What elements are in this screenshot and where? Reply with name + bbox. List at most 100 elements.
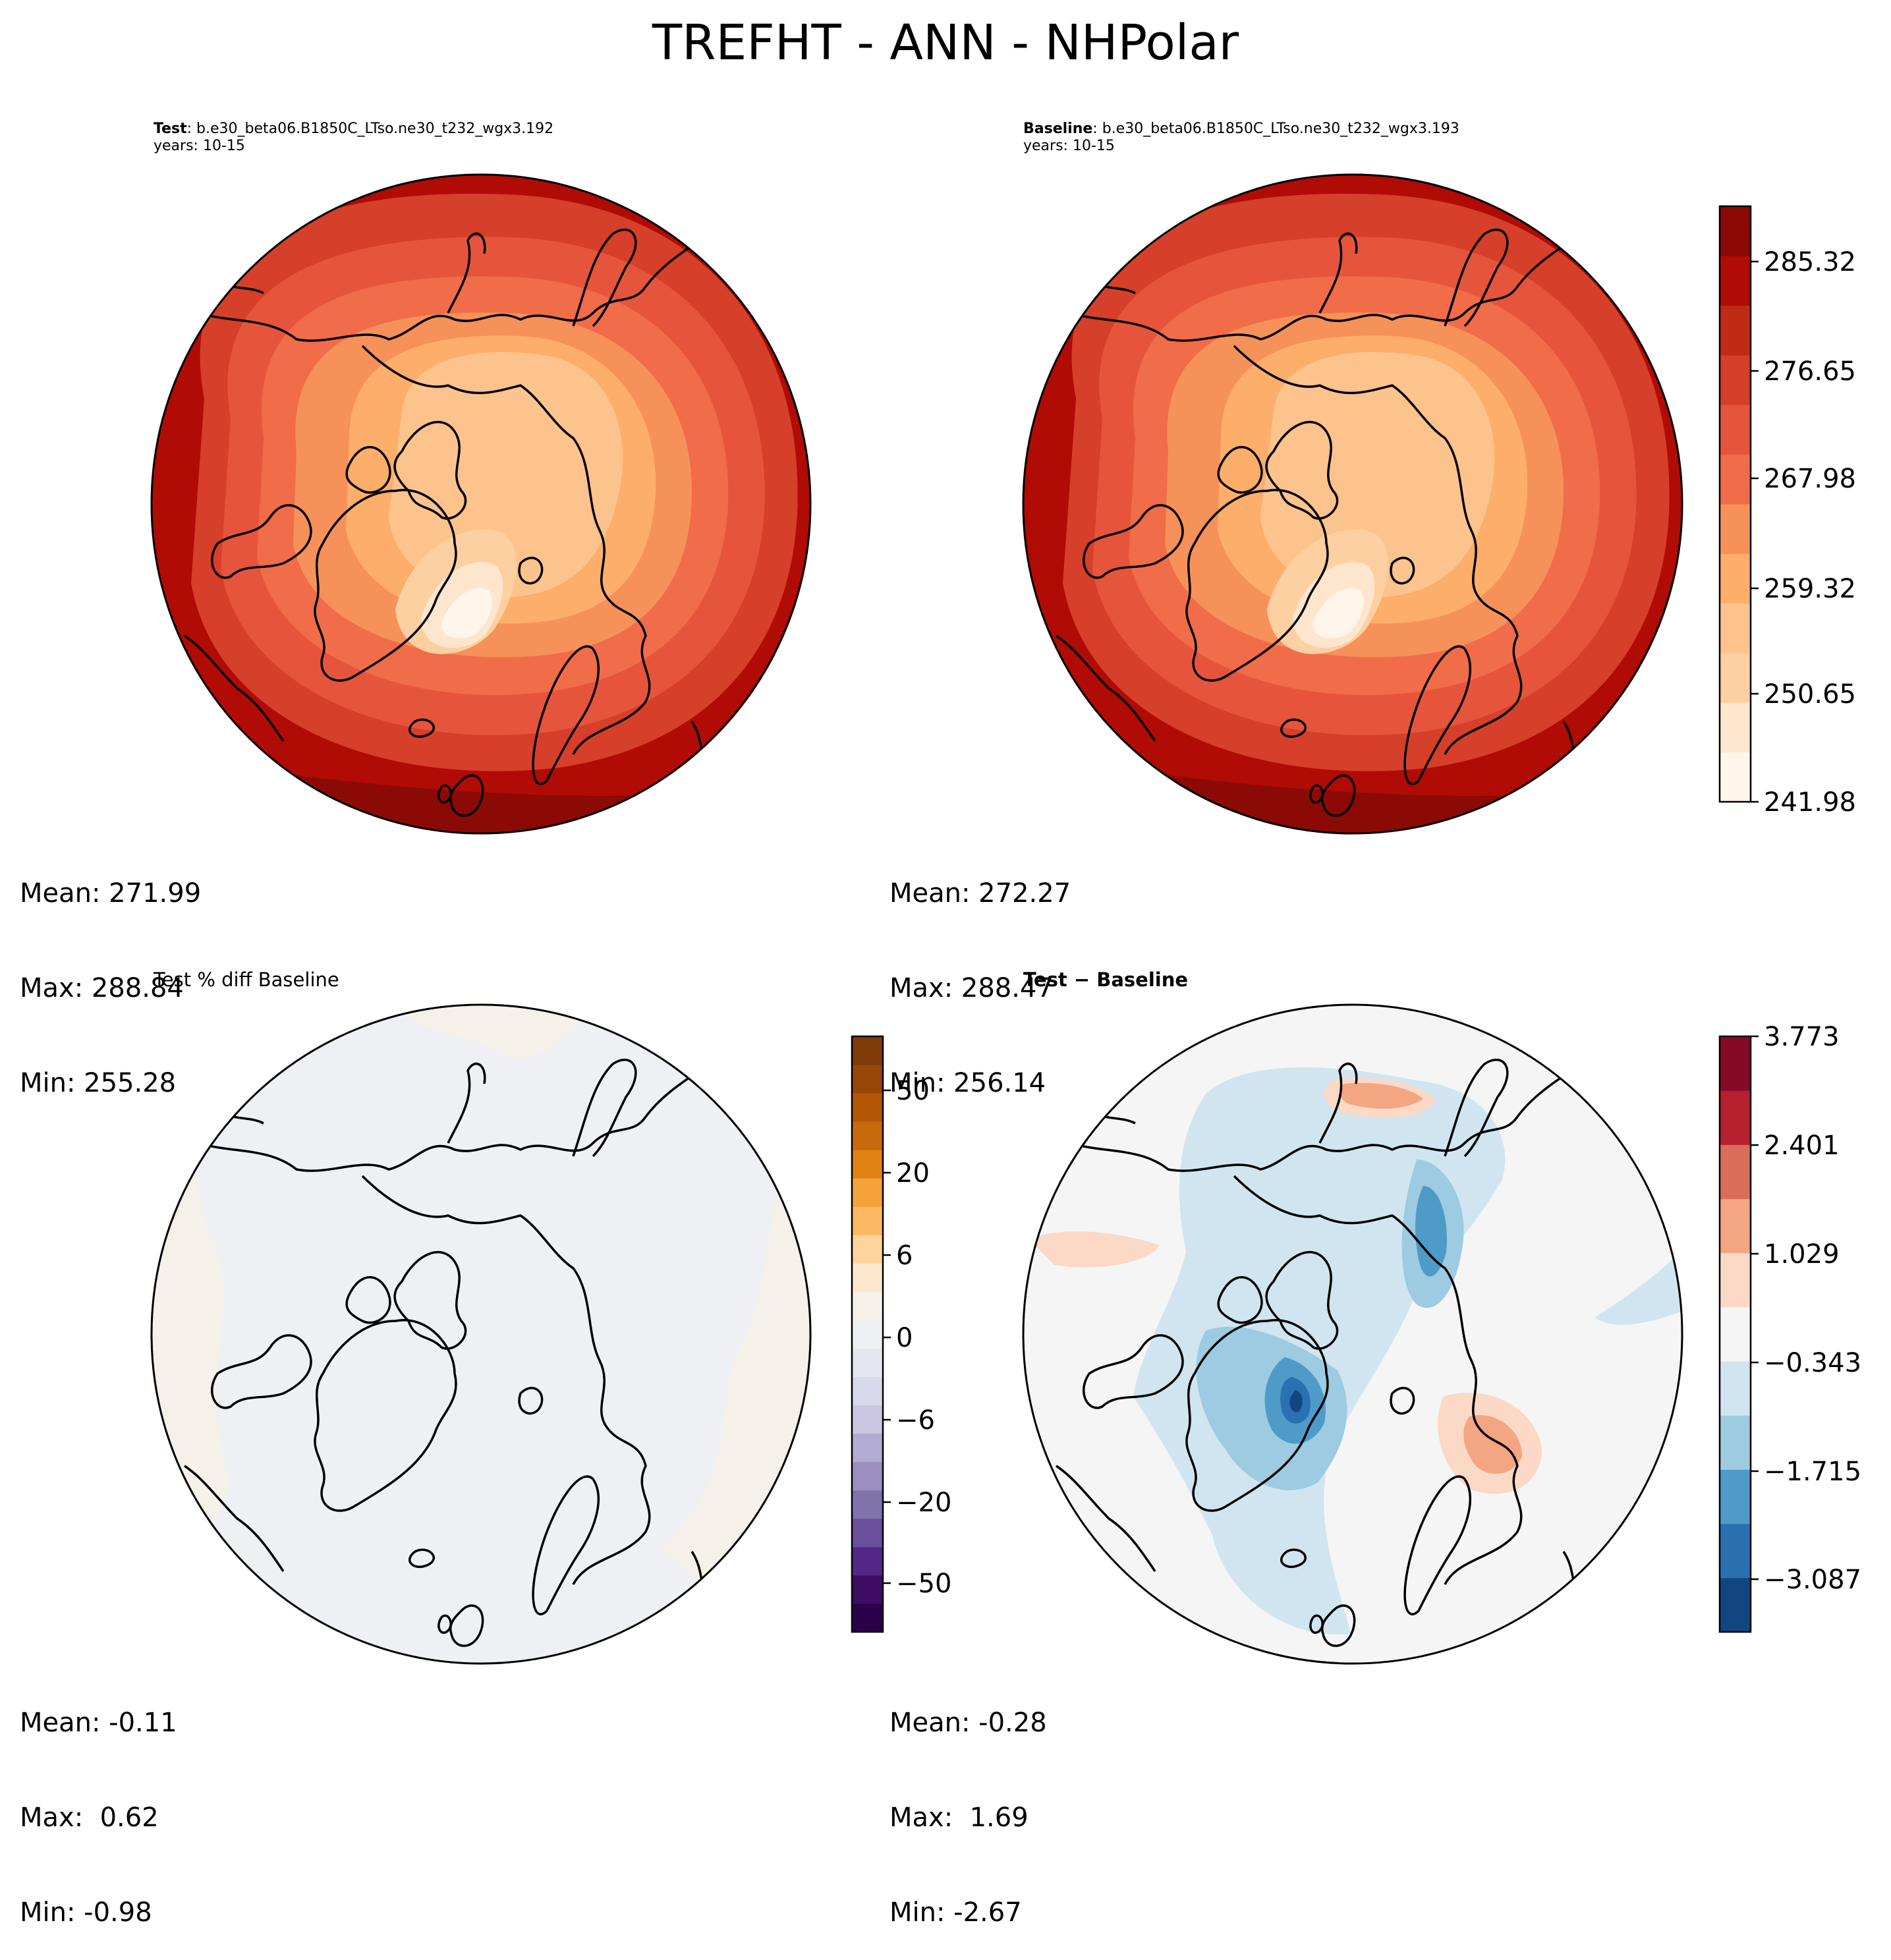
- temperature-colorbar-swatch: [1720, 702, 1751, 753]
- test-mean: Mean: 271.99: [20, 878, 202, 909]
- baseline-panel-title: Baseline: b.e30_beta06.B1850C_LTso.ne30_…: [1023, 121, 1459, 155]
- diff-stats: Mean: -0.28 Max: 1.69 Min: -2.67: [889, 1644, 1047, 1960]
- difference-colorbar-swatch: [1720, 1144, 1751, 1200]
- baseline-map: [1022, 173, 1683, 835]
- temperature-colorbar-swatch: [1720, 206, 1751, 256]
- difference-colorbar-swatch: [1720, 1036, 1751, 1091]
- percent-colorbar-swatch: [852, 1461, 883, 1491]
- percent-colorbar-swatch: [852, 1291, 883, 1320]
- baseline-min: Min: 256.14: [889, 1068, 1046, 1098]
- pct-diff-min: Min: -0.98: [20, 1897, 152, 1928]
- test-label: Test: [154, 121, 187, 137]
- difference-colorbar-tick-label: 1.029: [1764, 1239, 1840, 1270]
- percent-colorbar-swatch: [852, 1121, 883, 1150]
- percent-colorbar-tick-label: 50: [896, 1076, 930, 1106]
- percent-colorbar-swatch: [852, 1036, 883, 1065]
- percent-colorbar-swatch: [852, 1405, 883, 1434]
- test-map: [150, 173, 812, 835]
- difference-colorbar-tick-label: −1.715: [1764, 1457, 1861, 1487]
- difference-colorbar-swatch: [1720, 1306, 1751, 1362]
- percent-colorbar-tick-label: 0: [896, 1323, 913, 1353]
- difference-colorbar-frame: [1718, 1035, 1752, 1633]
- percent-colorbar-tick-label: −50: [896, 1569, 951, 1599]
- percent-colorbar-swatch: [852, 1603, 883, 1633]
- percent-colorbar-tick-label: 6: [896, 1241, 913, 1271]
- percent-colorbar-frame: [851, 1035, 884, 1633]
- percent-colorbar-swatch: [852, 1546, 883, 1576]
- temperature-colorbar-swatch: [1720, 553, 1751, 604]
- difference-colorbar-swatch: [1720, 1361, 1751, 1416]
- percent-colorbar-swatch: [852, 1150, 883, 1179]
- test-years: years: 10-15: [154, 138, 245, 154]
- percent-colorbar-tick-label: −20: [896, 1488, 951, 1518]
- percent-colorbar-swatch: [852, 1575, 883, 1604]
- percent-colorbar-swatch: [852, 1093, 883, 1122]
- percent-colorbar-swatch: [852, 1206, 883, 1235]
- test-case-name: : b.e30_beta06.B1850C_LTso.ne30_t232_wgx…: [186, 121, 554, 137]
- temperature-colorbar-tick-label: 267.98: [1764, 464, 1856, 494]
- percent-colorbar-swatch: [852, 1235, 883, 1264]
- temperature-colorbar-swatch: [1720, 454, 1751, 505]
- percent-colorbar-swatch: [852, 1348, 883, 1378]
- diff-max: Max: 1.69: [889, 1803, 1029, 1833]
- difference-colorbar-swatch: [1720, 1523, 1751, 1579]
- baseline-max: Max: 288.47: [889, 973, 1054, 1003]
- temperature-colorbar-swatch: [1720, 405, 1751, 455]
- temperature-colorbar-swatch: [1720, 603, 1751, 654]
- pct-diff-panel-title: Test % diff Baseline: [154, 968, 339, 991]
- diff-map: [1022, 1003, 1683, 1665]
- temperature-colorbar-swatch: [1720, 355, 1751, 405]
- percent-colorbar: −50 −20 −6 0 6 20 50: [851, 1035, 951, 1633]
- temperature-colorbar-tick-label: 250.65: [1764, 679, 1856, 710]
- percent-colorbar-tick-label: 20: [896, 1158, 930, 1189]
- difference-colorbar-tick-label: −0.343: [1764, 1348, 1861, 1378]
- difference-colorbar-swatch: [1720, 1469, 1751, 1525]
- percent-colorbar-swatch: [852, 1433, 883, 1463]
- difference-colorbar-swatch: [1720, 1252, 1751, 1308]
- temperature-colorbar-swatch: [1720, 653, 1751, 703]
- percent-colorbar-tick-label: −6: [896, 1405, 935, 1436]
- temperature-colorbar-tick-label: 259.32: [1764, 574, 1856, 604]
- temperature-colorbar-swatch: [1720, 752, 1751, 802]
- difference-colorbar-tick-label: −3.087: [1764, 1565, 1861, 1595]
- figure-title: TREFHT - ANN - NHPolar: [652, 14, 1239, 71]
- pct-diff-map: [150, 1003, 812, 1665]
- diff-min: Min: -2.67: [889, 1897, 1022, 1928]
- percent-colorbar-swatch: [852, 1518, 883, 1548]
- test-stats: Mean: 271.99 Max: 288.84 Min: 255.28: [20, 814, 201, 1131]
- percent-colorbar-swatch: [852, 1320, 883, 1349]
- pct-diff-mean: Mean: -0.11: [20, 1708, 177, 1738]
- diff-panel-title: Test − Baseline: [1023, 968, 1189, 991]
- difference-colorbar-swatch: [1720, 1577, 1751, 1633]
- difference-colorbar-tick-label: 2.401: [1764, 1131, 1840, 1161]
- temperature-colorbar-tick-label: 241.98: [1764, 787, 1856, 818]
- figure-canvas: 241.98 250.65 259.32 267.98 276.65 285.32 −50…: [150, 173, 1861, 1665]
- baseline-years: years: 10-15: [1023, 138, 1115, 154]
- pct-diff-max: Max: 0.62: [20, 1803, 159, 1833]
- baseline-case-name: : b.e30_beta06.B1850C_LTso.ne30_t232_wgx…: [1092, 121, 1459, 137]
- temperature-colorbar-tick-label: 276.65: [1764, 356, 1856, 387]
- test-max: Max: 288.84: [20, 973, 184, 1003]
- temperature-colorbar-frame: [1718, 205, 1752, 803]
- temperature-colorbar-swatch: [1720, 256, 1751, 306]
- baseline-mean: Mean: 272.27: [889, 878, 1071, 909]
- diff-mean: Mean: -0.28: [889, 1708, 1047, 1738]
- percent-colorbar-swatch: [852, 1065, 883, 1094]
- temperature-colorbar-tick-label: 285.32: [1764, 247, 1856, 277]
- test-min: Min: 255.28: [20, 1068, 177, 1098]
- percent-colorbar-swatch: [852, 1490, 883, 1519]
- percent-colorbar-swatch: [852, 1263, 883, 1292]
- baseline-label: Baseline: [1023, 121, 1093, 137]
- difference-colorbar-tick-label: 3.773: [1764, 1022, 1840, 1052]
- temperature-colorbar: 241.98 250.65 259.32 267.98 276.65 285.32: [1718, 205, 1856, 818]
- temperature-colorbar-swatch: [1720, 504, 1751, 554]
- difference-colorbar-swatch: [1720, 1415, 1751, 1470]
- pct-diff-stats: Mean: -0.11 Max: 0.62 Min: -0.98: [20, 1644, 177, 1960]
- test-panel-title: Test: b.e30_beta06.B1850C_LTso.ne30_t232…: [154, 121, 553, 155]
- difference-colorbar-swatch: [1720, 1198, 1751, 1254]
- temperature-colorbar-swatch: [1720, 305, 1751, 356]
- difference-colorbar: −3.087 −1.715 −0.343 1.029 2.401 3.773: [1718, 1022, 1861, 1633]
- difference-colorbar-swatch: [1720, 1090, 1751, 1145]
- baseline-stats: Mean: 272.27 Max: 288.47 Min: 256.14: [889, 814, 1071, 1131]
- percent-colorbar-swatch: [852, 1178, 883, 1207]
